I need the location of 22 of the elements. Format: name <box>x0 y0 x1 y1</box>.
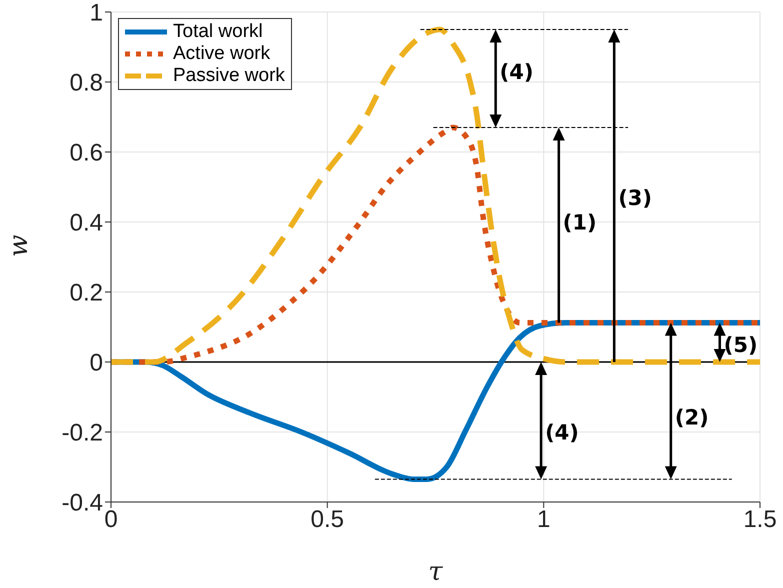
annotation: (4) <box>545 420 579 444</box>
y-tick-label: 1 <box>90 0 103 27</box>
y-tick-label: -0.4 <box>62 490 103 517</box>
annotation: (2) <box>674 405 709 430</box>
annotation: (1) <box>562 210 597 234</box>
y-axis-title: w <box>4 234 34 257</box>
annotation: (3) <box>618 186 652 210</box>
y-tick-label: 0.8 <box>70 70 103 97</box>
legend-label: Active work <box>173 43 270 65</box>
legend-label: Passive work <box>173 65 285 87</box>
legend-label: Total workl <box>173 21 263 43</box>
y-tick-label: 0 <box>90 350 103 377</box>
annotation: (5) <box>724 332 758 357</box>
x-axis-title: τ <box>428 557 444 587</box>
y-tick-label: 0.6 <box>70 140 103 167</box>
y-tick-label: -0.2 <box>62 420 103 447</box>
y-tick-label: 0.4 <box>70 210 103 237</box>
annotation: (4) <box>500 60 534 84</box>
x-tick-label: 0.5 <box>310 506 344 534</box>
y-tick-label: 0.2 <box>70 280 103 307</box>
x-tick-label: 1 <box>536 506 550 534</box>
x-tick-label: 1.5 <box>743 506 777 534</box>
